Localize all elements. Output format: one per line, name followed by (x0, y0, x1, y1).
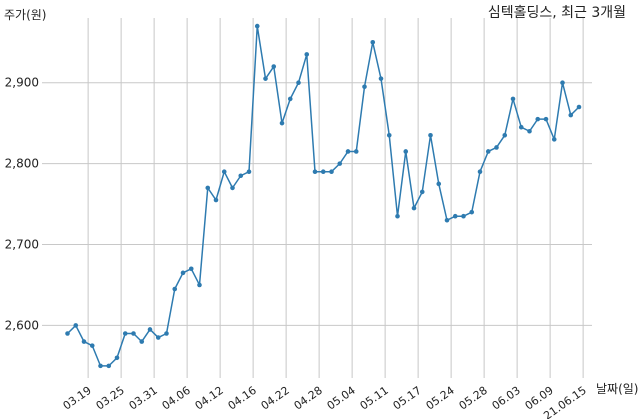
data-point (477, 169, 483, 175)
data-point (502, 133, 508, 138)
data-point (279, 120, 285, 126)
data-point (395, 213, 400, 219)
data-point (510, 96, 516, 102)
x-tick-label: 05.04 (325, 384, 358, 413)
data-point (403, 149, 409, 154)
x-tick-label: 04.06 (160, 384, 193, 413)
data-point (172, 286, 178, 292)
data-point (254, 23, 260, 29)
data-point (221, 169, 227, 175)
data-point (469, 209, 475, 215)
x-tick-label: 04.12 (193, 384, 226, 413)
chart-title: 심텍홀딩스, 최근 3개월 (487, 5, 626, 21)
x-tick-labels: 03.19 03.25 03.31 04.06 04.12 04.16 04.22 04.28… (61, 384, 589, 419)
data-point (246, 169, 252, 175)
data-point (139, 339, 145, 344)
data-point (527, 128, 532, 134)
data-point (287, 96, 293, 102)
data-point (560, 80, 565, 86)
data-point (353, 149, 359, 154)
x-tick-label: 05.28 (457, 384, 490, 413)
y-tick-label: 2,600 (5, 318, 39, 332)
data-point (494, 145, 499, 150)
x-tick-label: 05.17 (391, 384, 424, 413)
data-point (106, 363, 112, 369)
data-point (205, 185, 211, 191)
data-point (419, 189, 425, 195)
data-point (304, 52, 310, 57)
data-point (444, 217, 450, 223)
data-point (320, 169, 326, 175)
data-point (89, 343, 95, 348)
data-point (164, 331, 169, 336)
data-point (98, 363, 103, 369)
data-point (230, 185, 235, 191)
y-tick-labels: 2,600 2,700 2,800 2,900 (5, 76, 39, 333)
data-point (213, 197, 219, 203)
data-point (263, 76, 268, 81)
data-point (485, 149, 491, 154)
data-point (518, 124, 524, 130)
data-point (386, 133, 392, 138)
data-point (155, 335, 161, 340)
y-tick-label: 2,800 (5, 157, 39, 171)
data-point (452, 213, 458, 219)
data-point (188, 266, 194, 272)
data-point (312, 169, 318, 175)
data-point (271, 64, 277, 69)
x-tick-label: 03.19 (61, 384, 94, 413)
x-tick-label: 06.03 (490, 384, 523, 413)
y-tick-label: 2,900 (5, 76, 39, 90)
data-point (147, 327, 153, 332)
data-point (362, 84, 367, 90)
data-point (131, 331, 136, 336)
data-point (122, 331, 128, 336)
data-point (568, 112, 574, 118)
data-point (345, 149, 351, 154)
data-point (197, 282, 202, 288)
data-point (296, 80, 301, 86)
data-point (73, 323, 79, 328)
x-tick-label: 04.22 (259, 384, 292, 413)
x-tick-label: 05.24 (424, 384, 457, 413)
data-point (81, 339, 87, 344)
x-tick-label: 03.25 (94, 384, 127, 413)
data-point (238, 173, 244, 179)
data-point (551, 137, 557, 142)
series-line (66, 25, 580, 367)
grid (42, 18, 592, 378)
data-point (543, 116, 549, 122)
y-tick-label: 2,700 (5, 238, 39, 252)
x-axis-label: 날짜(일) (596, 382, 639, 396)
y-axis-label: 주가(원) (4, 8, 47, 22)
data-point (329, 169, 334, 175)
series-line-group (66, 25, 580, 367)
data-point (65, 331, 70, 336)
data-point (576, 104, 582, 110)
data-point (411, 205, 417, 211)
data-point (428, 133, 433, 138)
data-point (378, 76, 384, 81)
x-tick-label: 05.11 (358, 384, 391, 413)
data-point (337, 161, 343, 166)
data-point (370, 39, 376, 45)
data-point (535, 116, 541, 122)
data-point (114, 355, 120, 361)
data-points (65, 23, 582, 369)
data-point (461, 213, 466, 219)
x-tick-label: 04.16 (226, 384, 259, 413)
x-tick-label: 03.31 (127, 384, 160, 413)
data-point (436, 181, 442, 187)
data-point (180, 270, 186, 276)
x-tick-label: 04.28 (292, 384, 325, 413)
